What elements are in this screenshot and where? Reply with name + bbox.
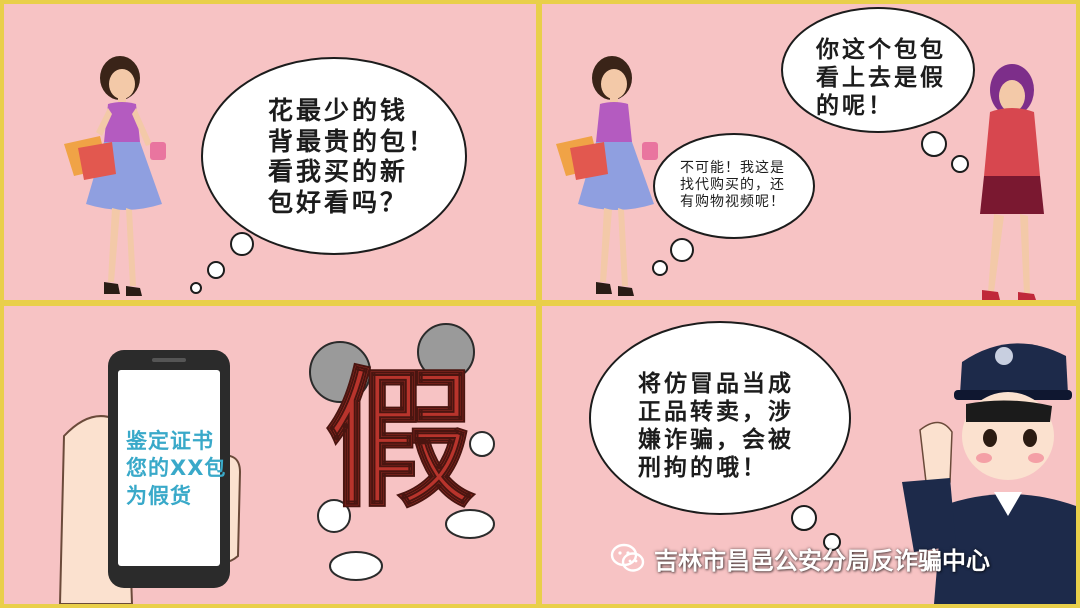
speech-line: 的呢！ (816, 93, 894, 120)
fake-character-mascot (309, 323, 495, 581)
speech-bubble-cloud (190, 57, 467, 294)
speech-line: 你这个包包 (816, 37, 946, 63)
speech-line: 嫌诈骗，会被 (638, 427, 794, 454)
phone-screen-text: 鉴定证书 您的XX包 为假货 (126, 428, 226, 510)
speech-line: 包好看吗？ (268, 187, 409, 217)
police-officer-figure (902, 343, 1076, 604)
speech-line: 刑拘的哦！ (638, 455, 768, 482)
panel-fake-certificate: 假 鉴定证书 您的XX包 为假货 (4, 306, 536, 604)
fake-glyph: 假 (325, 354, 475, 528)
speech-line: 找代购买的，还 (680, 177, 785, 194)
phone-line: 您的XX包 (126, 456, 227, 481)
speech-line: 花最少的钱 (268, 96, 409, 125)
reply-speech-text: 不可能！我这是 找代购买的，还 有购物视频呢！ (680, 160, 785, 211)
speech-line: 背最贵的包！ (268, 126, 437, 156)
phone-line: 鉴定证书 (126, 429, 214, 453)
woman-shopper-figure (556, 56, 658, 296)
friend-speech-text: 你这个包包 看上去是假 的呢！ (816, 36, 946, 120)
watermark-text: 吉林市昌邑公安分局反诈骗中心 (654, 546, 990, 575)
panel-woman-bag: 花最少的钱 背最贵的包！ 看我买的新 包好看吗？ (4, 4, 536, 300)
speech-line: 有购物视频呢！ (680, 194, 785, 211)
wechat-icon (610, 543, 645, 572)
police-speech-text: 将仿冒品当成 正品转卖，涉 嫌诈骗，会被 刑拘的哦！ (638, 370, 794, 482)
speech-line: 看我买的新 (268, 157, 409, 186)
speech-line: 看上去是假 (816, 65, 946, 92)
panel-friend-doubt: 你这个包包 看上去是假 的呢！ 不可能！我这是 找代购买的，还 有购物视频呢！ (542, 4, 1076, 300)
watermark: 吉林市昌邑公安分局反诈骗中心 (610, 538, 990, 578)
phone-device (108, 350, 230, 588)
phone-line: 为假货 (126, 483, 192, 508)
woman-speech-text: 花最少的钱 背最贵的包！ 看我买的新 包好看吗？ (268, 96, 436, 218)
friend-woman-figure (980, 64, 1044, 300)
speech-line: 不可能！我这是 (680, 160, 785, 176)
speech-line: 将仿冒品当成 (638, 371, 794, 397)
woman-shopper-figure (64, 56, 166, 296)
police-speech-bubble (589, 321, 851, 551)
speech-line: 正品转卖，涉 (638, 399, 794, 426)
friend-speech-bubble (781, 7, 975, 173)
reply-speech-bubble (652, 133, 815, 276)
